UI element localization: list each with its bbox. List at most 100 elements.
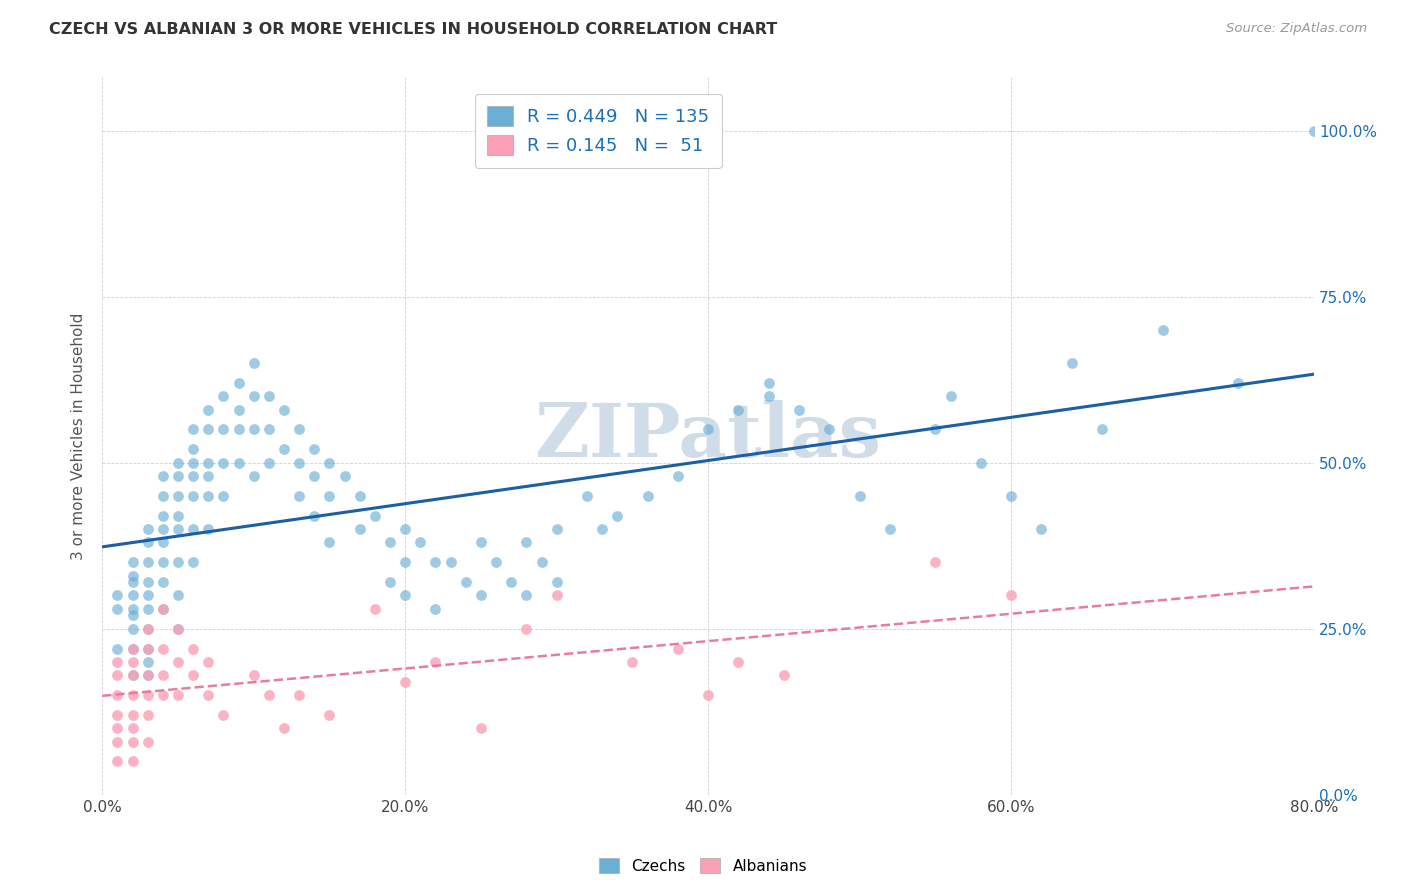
Point [425, 601, 447, 615]
Point [501, 575, 523, 590]
Point [197, 422, 219, 436]
Point [787, 402, 810, 417]
Point [575, 489, 598, 503]
Point [318, 535, 340, 549]
Point [136, 668, 159, 682]
Point [773, 668, 796, 682]
Point [1000, 489, 1022, 503]
Point [818, 422, 841, 436]
Point [242, 389, 264, 403]
Point [152, 535, 174, 549]
Point [273, 402, 295, 417]
Point [136, 688, 159, 702]
Point [152, 668, 174, 682]
Point [181, 522, 204, 536]
Point [394, 589, 416, 603]
Point [121, 708, 143, 723]
Point [288, 489, 311, 503]
Point [924, 555, 946, 569]
Point [197, 469, 219, 483]
Point [1091, 422, 1114, 436]
Point [212, 422, 235, 436]
Point [181, 489, 204, 503]
Point [105, 688, 128, 702]
Legend: R = 0.449   N = 135, R = 0.145   N =  51: R = 0.449 N = 135, R = 0.145 N = 51 [475, 94, 721, 168]
Point [425, 655, 447, 669]
Point [697, 688, 720, 702]
Point [167, 555, 190, 569]
Point [304, 442, 326, 457]
Point [333, 469, 356, 483]
Point [228, 422, 250, 436]
Point [167, 469, 190, 483]
Text: CZECH VS ALBANIAN 3 OR MORE VEHICLES IN HOUSEHOLD CORRELATION CHART: CZECH VS ALBANIAN 3 OR MORE VEHICLES IN … [49, 22, 778, 37]
Point [197, 456, 219, 470]
Point [121, 641, 143, 656]
Point [167, 688, 190, 702]
Point [318, 456, 340, 470]
Point [349, 522, 371, 536]
Point [606, 508, 628, 523]
Point [257, 456, 280, 470]
Point [242, 668, 264, 682]
Text: Source: ZipAtlas.com: Source: ZipAtlas.com [1226, 22, 1367, 36]
Point [318, 489, 340, 503]
Point [136, 601, 159, 615]
Point [879, 522, 901, 536]
Point [152, 555, 174, 569]
Point [318, 708, 340, 723]
Point [212, 456, 235, 470]
Point [848, 489, 870, 503]
Point [121, 568, 143, 582]
Point [152, 688, 174, 702]
Point [181, 469, 204, 483]
Point [136, 622, 159, 636]
Point [136, 734, 159, 748]
Point [364, 508, 387, 523]
Point [121, 755, 143, 769]
Point [136, 641, 159, 656]
Point [242, 356, 264, 370]
Point [136, 589, 159, 603]
Point [197, 688, 219, 702]
Point [136, 708, 159, 723]
Point [637, 489, 659, 503]
Point [485, 555, 508, 569]
Point [121, 641, 143, 656]
Point [242, 469, 264, 483]
Point [197, 522, 219, 536]
Point [212, 708, 235, 723]
Point [621, 655, 644, 669]
Point [181, 641, 204, 656]
Point [228, 376, 250, 390]
Point [666, 469, 689, 483]
Point [167, 622, 190, 636]
Point [1152, 323, 1174, 337]
Point [470, 535, 492, 549]
Point [181, 422, 204, 436]
Point [970, 456, 993, 470]
Point [121, 601, 143, 615]
Point [1303, 123, 1326, 137]
Point [242, 422, 264, 436]
Point [152, 601, 174, 615]
Point [212, 389, 235, 403]
Point [304, 508, 326, 523]
Point [758, 389, 780, 403]
Legend: Czechs, Albanians: Czechs, Albanians [593, 852, 813, 880]
Point [425, 555, 447, 569]
Point [167, 589, 190, 603]
Point [152, 522, 174, 536]
Point [105, 601, 128, 615]
Point [515, 589, 537, 603]
Point [349, 489, 371, 503]
Point [394, 555, 416, 569]
Point [167, 489, 190, 503]
Point [939, 389, 962, 403]
Point [1227, 376, 1250, 390]
Point [394, 522, 416, 536]
Point [364, 601, 387, 615]
Point [121, 555, 143, 569]
Point [530, 555, 553, 569]
Point [181, 442, 204, 457]
